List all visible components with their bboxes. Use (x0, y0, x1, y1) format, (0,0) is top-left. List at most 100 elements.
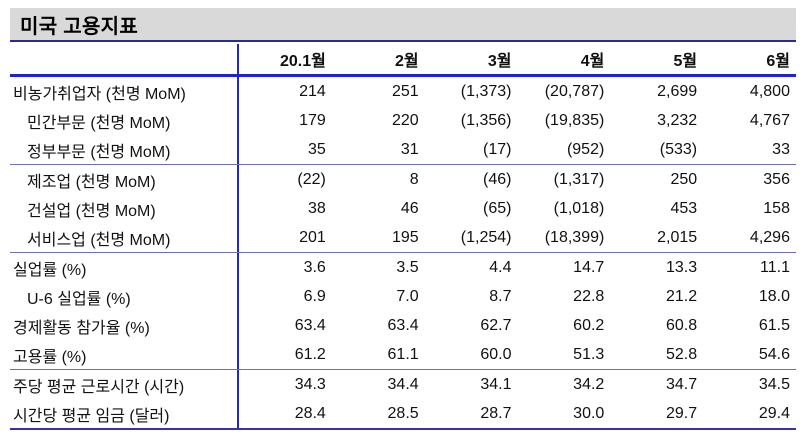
value-cell: 158 (763, 199, 790, 217)
table-row: 민간부문 (천명 MoM) 179 220 (1,356) (19,835) 3,232 4… (10, 106, 796, 135)
value-cell: 61.5 (758, 316, 790, 334)
value-cell: 34.4 (387, 375, 419, 393)
value-cell: 3.6 (303, 258, 326, 276)
row-values: 61.2 61.1 60.0 51.3 52.8 54.6 (237, 340, 796, 369)
row-values: 201 195 (1,254) (18,399) 2,015 4,296 (237, 223, 796, 252)
value-cell: 14.7 (573, 258, 605, 276)
value-cell: (952) (566, 140, 605, 158)
row-label: 시간당 평균 임금 (달러) (13, 407, 170, 425)
value-cell: 61.1 (387, 345, 419, 363)
row-label: 정부부문 (천명 MoM) (27, 143, 171, 161)
value-cell: 28.4 (294, 404, 326, 422)
value-cell: 31 (400, 140, 419, 158)
value-cell: 3,232 (657, 111, 698, 129)
value-cell: 28.7 (480, 404, 512, 422)
value-cell: 8 (409, 170, 419, 188)
value-cell: 4,800 (749, 82, 790, 100)
value-cell: 52.8 (666, 345, 698, 363)
value-cell: 251 (391, 82, 419, 100)
row-label: 실업률 (%) (13, 261, 87, 279)
value-cell: 63.4 (387, 316, 419, 334)
value-cell: 51.3 (573, 345, 605, 363)
value-cell: 62.7 (480, 316, 512, 334)
value-cell: (18,399) (544, 228, 605, 246)
table-header-row: 20.1월 2월 3월 4월 5월 6월 (10, 44, 796, 77)
value-cell: 60.0 (480, 345, 512, 363)
value-cell: (1,373) (460, 82, 512, 100)
row-values: 3.6 3.5 4.4 14.7 13.3 11.1 (237, 253, 796, 282)
value-cell: 4.4 (489, 258, 512, 276)
value-cell: 3.5 (396, 258, 419, 276)
column-header-1: 20.1월 (279, 53, 326, 70)
row-label: 건설업 (천명 MoM) (27, 202, 156, 220)
table-row: 경제활동 참가율 (%) 63.4 63.4 62.7 60.2 60.8 61.5 (10, 311, 796, 340)
value-cell: 4,767 (749, 111, 790, 129)
value-cell: 54.6 (758, 345, 790, 363)
value-cell: (1,317) (553, 170, 605, 188)
value-cell: (1,356) (460, 111, 512, 129)
value-cell: 63.4 (294, 316, 326, 334)
row-label: 서비스업 (천명 MoM) (27, 231, 171, 249)
row-label: 비농가취업자 (천명 MoM) (13, 85, 186, 103)
table-body: 비농가취업자 (천명 MoM) 214 251 (1,373) (20,787) 2,69… (10, 77, 796, 430)
employment-table: 20.1월 2월 3월 4월 5월 6월 비농가취업자 (천명 MoM) 214 251 (1,… (10, 44, 796, 430)
row-label: U-6 실업률 (%) (27, 290, 131, 308)
value-cell: 35 (308, 140, 326, 158)
row-label: 고용률 (%) (13, 348, 87, 366)
value-cell: (17) (483, 140, 512, 158)
column-header-6: 6월 (766, 53, 790, 70)
value-cell: 46 (400, 199, 419, 217)
row-label: 경제활동 참가율 (%) (13, 319, 150, 337)
table-section-2: 제조업 (천명 MoM) (22) 8 (46) (1,317) 250 356 건설업 (천… (10, 164, 796, 252)
table-row: 시간당 평균 임금 (달러) 28.4 28.5 28.7 30.0 29.7 29.4 (10, 399, 796, 428)
value-cell: 28.5 (387, 404, 419, 422)
row-values: 34.3 34.4 34.1 34.2 34.7 34.5 (237, 370, 796, 399)
row-values: 63.4 63.4 62.7 60.2 60.8 61.5 (237, 311, 796, 340)
table-row: 실업률 (%) 3.6 3.5 4.4 14.7 13.3 11.1 (10, 253, 796, 282)
value-cell: 195 (391, 228, 419, 246)
value-cell: 38 (308, 199, 326, 217)
header-columns: 20.1월 2월 3월 4월 5월 6월 (237, 44, 796, 74)
row-values: 6.9 7.0 8.7 22.8 21.2 18.0 (237, 282, 796, 311)
value-cell: 6.9 (303, 287, 326, 305)
value-cell: (1,254) (460, 228, 512, 246)
row-label: 제조업 (천명 MoM) (27, 173, 156, 191)
row-label: 민간부문 (천명 MoM) (27, 114, 171, 132)
table-row: 제조업 (천명 MoM) (22) 8 (46) (1,317) 250 356 (10, 165, 796, 194)
row-values: 35 31 (17) (952) (533) 33 (237, 135, 796, 164)
value-cell: 2,699 (657, 82, 698, 100)
table-row: 정부부문 (천명 MoM) 35 31 (17) (952) (533) 33 (10, 135, 796, 164)
row-label: 주당 평균 근로시간 (시간) (13, 378, 185, 396)
value-cell: 356 (763, 170, 790, 188)
value-cell: (20,787) (544, 82, 605, 100)
value-cell: (46) (483, 170, 512, 188)
value-cell: 34.2 (573, 375, 605, 393)
column-header-5: 5월 (673, 53, 698, 70)
table-row: 주당 평균 근로시간 (시간) 34.3 34.4 34.1 34.2 34.7 34.5 (10, 370, 796, 399)
value-cell: 60.2 (573, 316, 605, 334)
value-cell: 34.5 (758, 375, 790, 393)
table-row: U-6 실업률 (%) 6.9 7.0 8.7 22.8 21.2 18.0 (10, 282, 796, 311)
value-cell: 21.2 (666, 287, 698, 305)
value-cell: 33 (772, 140, 790, 158)
table-section-1: 비농가취업자 (천명 MoM) 214 251 (1,373) (20,787) 2,69… (10, 77, 796, 164)
table-title-banner: 미국 고용지표 (10, 8, 796, 42)
value-cell: (65) (483, 199, 512, 217)
value-cell: 220 (391, 111, 419, 129)
row-values: 179 220 (1,356) (19,835) 3,232 4,767 (237, 106, 796, 135)
row-values: 28.4 28.5 28.7 30.0 29.7 29.4 (237, 399, 796, 428)
value-cell: 214 (299, 82, 326, 100)
value-cell: (19,835) (544, 111, 605, 129)
row-values: (22) 8 (46) (1,317) 250 356 (237, 165, 796, 194)
value-cell: 7.0 (396, 287, 419, 305)
value-cell: 29.7 (666, 404, 698, 422)
row-values: 214 251 (1,373) (20,787) 2,699 4,800 (237, 77, 796, 106)
value-cell: (1,018) (553, 199, 605, 217)
value-cell: 34.3 (294, 375, 326, 393)
value-cell: (22) (297, 170, 326, 188)
header-label-spacer (10, 44, 237, 74)
table-row: 비농가취업자 (천명 MoM) 214 251 (1,373) (20,787) 2,69… (10, 77, 796, 106)
table-row: 고용률 (%) 61.2 61.1 60.0 51.3 52.8 54.6 (10, 340, 796, 369)
table-row: 건설업 (천명 MoM) 38 46 (65) (1,018) 453 158 (10, 194, 796, 223)
